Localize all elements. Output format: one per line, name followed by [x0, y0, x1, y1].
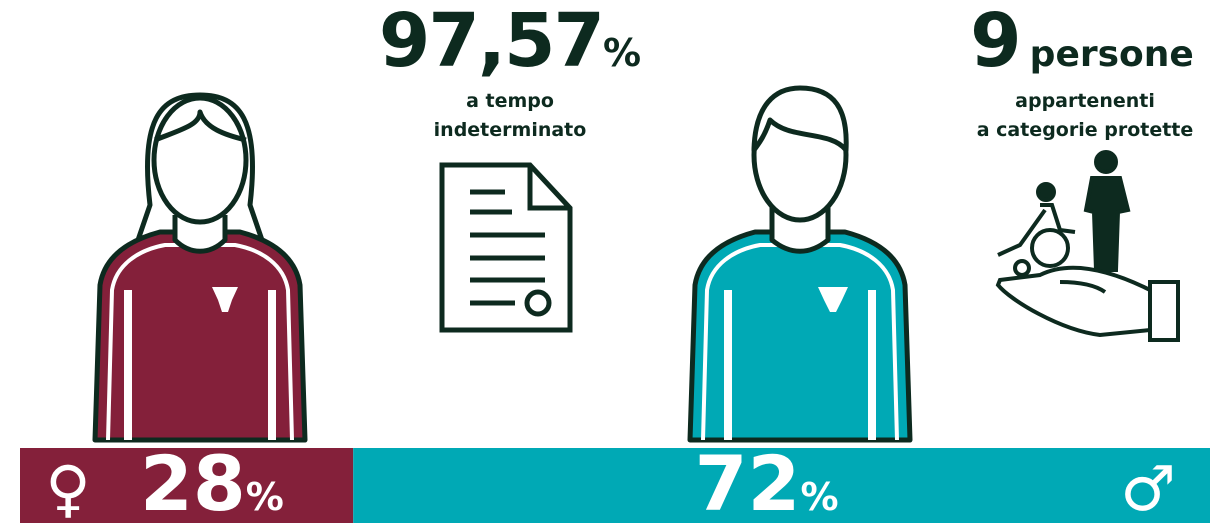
stat-unit: % — [603, 31, 641, 75]
stat-caption: appartenenti — [1015, 90, 1155, 112]
share-label: 72% — [695, 439, 839, 523]
care-icon — [995, 150, 1180, 342]
stat-value: 97,57% — [379, 0, 641, 84]
stat-caption: a tempo — [466, 90, 554, 112]
stat-caption: indeterminato — [434, 119, 587, 141]
man-figure — [687, 85, 913, 443]
share-unit: % — [800, 475, 838, 519]
share-value: 28 — [140, 439, 246, 523]
share-bar — [20, 448, 354, 523]
stat-value: 9 persone — [970, 0, 1194, 84]
share-label: 28% — [140, 439, 284, 523]
stat-caption: a categorie protette — [977, 119, 1194, 141]
stat-number: 9 — [970, 0, 1020, 84]
share-unit: % — [246, 475, 284, 519]
woman-figure — [92, 92, 308, 443]
stat-unit: persone — [1030, 34, 1194, 75]
share-value: 72 — [695, 439, 801, 523]
contract-icon — [439, 162, 573, 333]
gender-symbol: ♀ — [45, 452, 90, 523]
gender-symbol: ♂ — [1120, 452, 1176, 523]
stat-number: 97,57 — [379, 0, 603, 84]
share-bar — [353, 448, 1210, 523]
